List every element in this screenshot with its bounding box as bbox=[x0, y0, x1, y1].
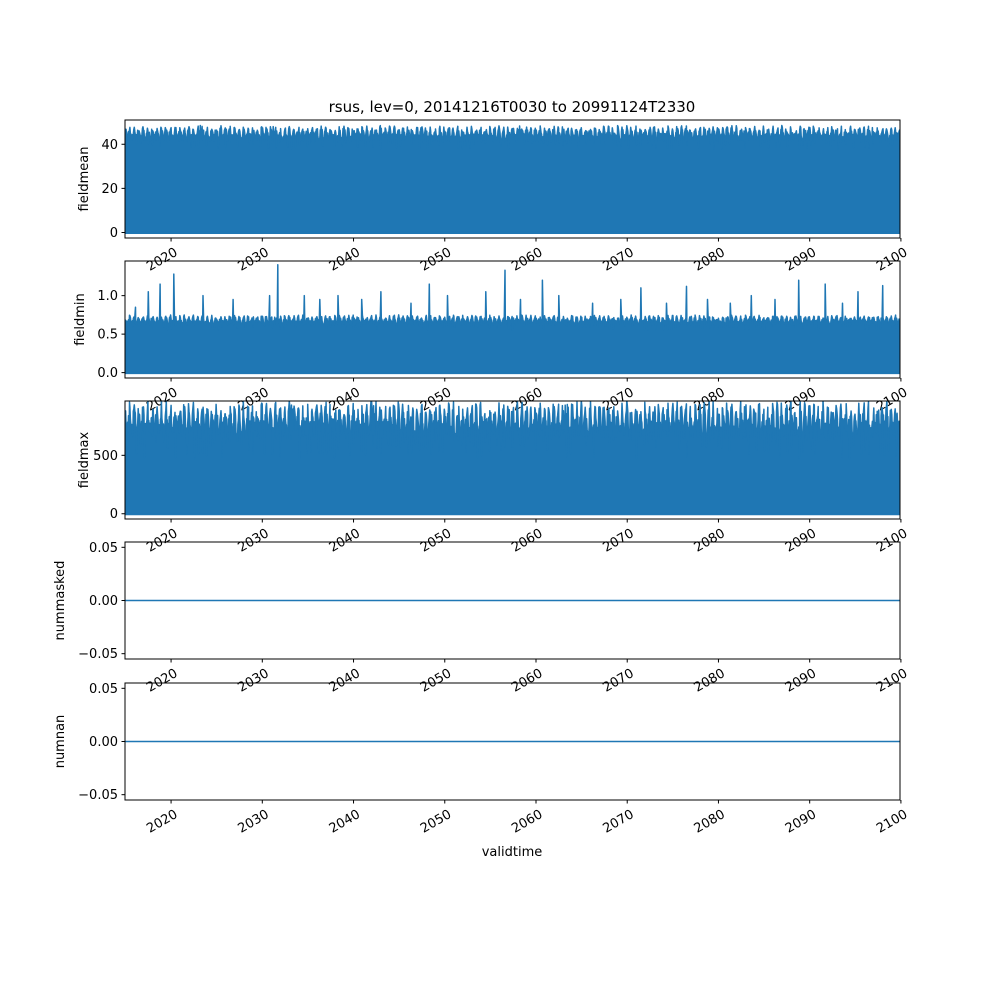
numnan-y-tick-label: −0.05 bbox=[78, 788, 118, 803]
fieldmin-y-tick-label: 0.5 bbox=[97, 328, 118, 343]
fieldmean-series-line bbox=[125, 124, 900, 234]
fieldmean-axes-frame bbox=[124, 119, 901, 239]
fieldmean-y-tick-label: 40 bbox=[101, 138, 118, 153]
fieldmax-y-axis-label: fieldmax bbox=[77, 432, 92, 489]
fieldmean-y-tick-label: 0 bbox=[110, 226, 118, 241]
numnan-y-tick-label: 0.00 bbox=[89, 735, 118, 750]
chart-title: rsus, lev=0, 20141216T0030 to 20991124T2… bbox=[329, 98, 696, 116]
fieldmin-plot-area bbox=[125, 264, 900, 375]
nummasked-y-axis-label: nummasked bbox=[53, 561, 68, 641]
fieldmean-plot-area bbox=[125, 124, 900, 234]
nummasked-y-tick-label: −0.05 bbox=[78, 647, 118, 662]
numnan-y-tick-label: 0.05 bbox=[89, 682, 118, 697]
fieldmax-series-line bbox=[125, 401, 900, 515]
fieldmax-plot-area bbox=[125, 401, 900, 516]
fieldmax-y-tick-label: 0 bbox=[110, 507, 118, 522]
x-axis-label: validtime bbox=[482, 845, 543, 860]
fieldmin-y-tick-label: 0.0 bbox=[97, 366, 118, 381]
fieldmean-y-tick-label: 20 bbox=[101, 182, 118, 197]
fieldmax-axes-frame bbox=[124, 400, 901, 520]
nummasked-y-tick-label: 0.00 bbox=[89, 594, 118, 609]
fieldmin-y-tick-label: 1.0 bbox=[97, 289, 118, 304]
nummasked-y-tick-label: 0.05 bbox=[89, 541, 118, 556]
numnan-y-axis-label: numnan bbox=[53, 715, 68, 769]
fieldmin-series-line bbox=[125, 264, 900, 374]
fieldmin-y-axis-label: fieldmin bbox=[73, 293, 88, 346]
fieldmin-axes-frame bbox=[124, 260, 901, 379]
fieldmean-y-axis-label: fieldmean bbox=[77, 147, 92, 212]
fieldmax-y-tick-label: 500 bbox=[93, 449, 118, 464]
